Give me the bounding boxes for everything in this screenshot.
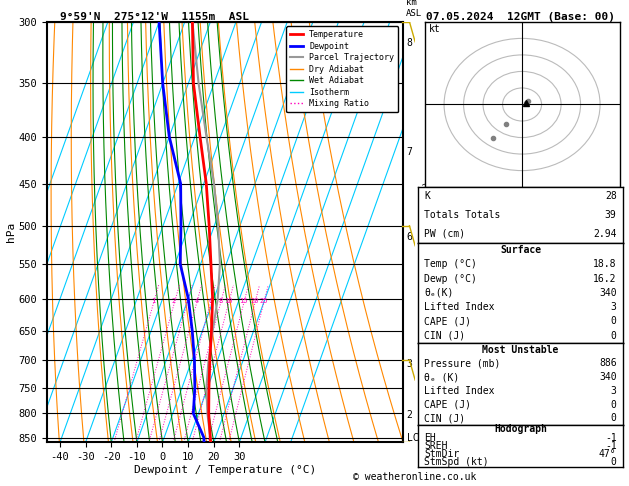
Text: 39: 39 xyxy=(605,210,616,220)
Text: 15: 15 xyxy=(239,298,248,304)
Text: EH: EH xyxy=(425,433,436,443)
Text: 8: 8 xyxy=(407,38,413,48)
Text: 0: 0 xyxy=(611,316,616,326)
Text: Lifted Index: Lifted Index xyxy=(425,302,495,312)
Text: 6: 6 xyxy=(407,232,413,242)
Text: K: K xyxy=(425,191,430,201)
Text: Dewp (°C): Dewp (°C) xyxy=(425,274,477,284)
Text: Totals Totals: Totals Totals xyxy=(425,210,501,220)
Text: 0: 0 xyxy=(611,330,616,341)
Text: 3: 3 xyxy=(407,359,413,369)
Text: 886: 886 xyxy=(599,358,616,368)
Legend: Temperature, Dewpoint, Parcel Trajectory, Dry Adiabat, Wet Adiabat, Isotherm, Mi: Temperature, Dewpoint, Parcel Trajectory… xyxy=(286,26,398,112)
Text: Pressure (mb): Pressure (mb) xyxy=(425,358,501,368)
Text: StmDir: StmDir xyxy=(425,449,460,459)
Text: 25: 25 xyxy=(259,298,268,304)
Text: LCL: LCL xyxy=(407,433,425,443)
Text: CIN (J): CIN (J) xyxy=(425,330,465,341)
Text: 16.2: 16.2 xyxy=(593,274,616,284)
Text: 0: 0 xyxy=(611,414,616,423)
Text: Lifted Index: Lifted Index xyxy=(425,386,495,396)
Text: 3: 3 xyxy=(185,298,189,304)
Text: CIN (J): CIN (J) xyxy=(425,414,465,423)
Text: Temp (°C): Temp (°C) xyxy=(425,260,477,269)
Text: Hodograph: Hodograph xyxy=(494,424,547,434)
Text: kt: kt xyxy=(428,24,440,34)
Text: 2: 2 xyxy=(407,410,413,420)
Text: θₑ (K): θₑ (K) xyxy=(425,372,460,382)
Text: Mixing Ratio (g/kg): Mixing Ratio (g/kg) xyxy=(423,181,432,283)
Text: -1: -1 xyxy=(605,433,616,443)
Text: 10: 10 xyxy=(224,298,233,304)
Text: 28: 28 xyxy=(605,191,616,201)
X-axis label: Dewpoint / Temperature (°C): Dewpoint / Temperature (°C) xyxy=(134,465,316,475)
Text: 0: 0 xyxy=(611,457,616,468)
Text: 47°: 47° xyxy=(599,449,616,459)
Text: © weatheronline.co.uk: © weatheronline.co.uk xyxy=(353,472,477,482)
Text: km
ASL: km ASL xyxy=(406,0,422,17)
Text: CAPE (J): CAPE (J) xyxy=(425,399,471,410)
Text: 8: 8 xyxy=(218,298,223,304)
Text: 20: 20 xyxy=(250,298,259,304)
Text: 340: 340 xyxy=(599,288,616,298)
Text: 4: 4 xyxy=(194,298,199,304)
Text: Most Unstable: Most Unstable xyxy=(482,345,559,354)
Text: StmSpd (kt): StmSpd (kt) xyxy=(425,457,489,468)
Text: -1: -1 xyxy=(605,441,616,451)
Text: PW (cm): PW (cm) xyxy=(425,229,465,239)
Text: 1: 1 xyxy=(151,298,155,304)
Y-axis label: hPa: hPa xyxy=(6,222,16,242)
Text: 2.94: 2.94 xyxy=(593,229,616,239)
Text: θₑ(K): θₑ(K) xyxy=(425,288,454,298)
Text: 7: 7 xyxy=(407,147,413,157)
Text: 07.05.2024  12GMT (Base: 00): 07.05.2024 12GMT (Base: 00) xyxy=(426,12,615,22)
Text: Surface: Surface xyxy=(500,245,541,255)
Text: 3: 3 xyxy=(611,302,616,312)
Text: 2: 2 xyxy=(172,298,176,304)
Text: 340: 340 xyxy=(599,372,616,382)
Text: CAPE (J): CAPE (J) xyxy=(425,316,471,326)
Text: SREH: SREH xyxy=(425,441,448,451)
Text: 18.8: 18.8 xyxy=(593,260,616,269)
Text: 3: 3 xyxy=(611,386,616,396)
Text: 0: 0 xyxy=(611,399,616,410)
Text: 6: 6 xyxy=(208,298,212,304)
Text: 9°59'N  275°12'W  1155m  ASL: 9°59'N 275°12'W 1155m ASL xyxy=(60,12,248,22)
